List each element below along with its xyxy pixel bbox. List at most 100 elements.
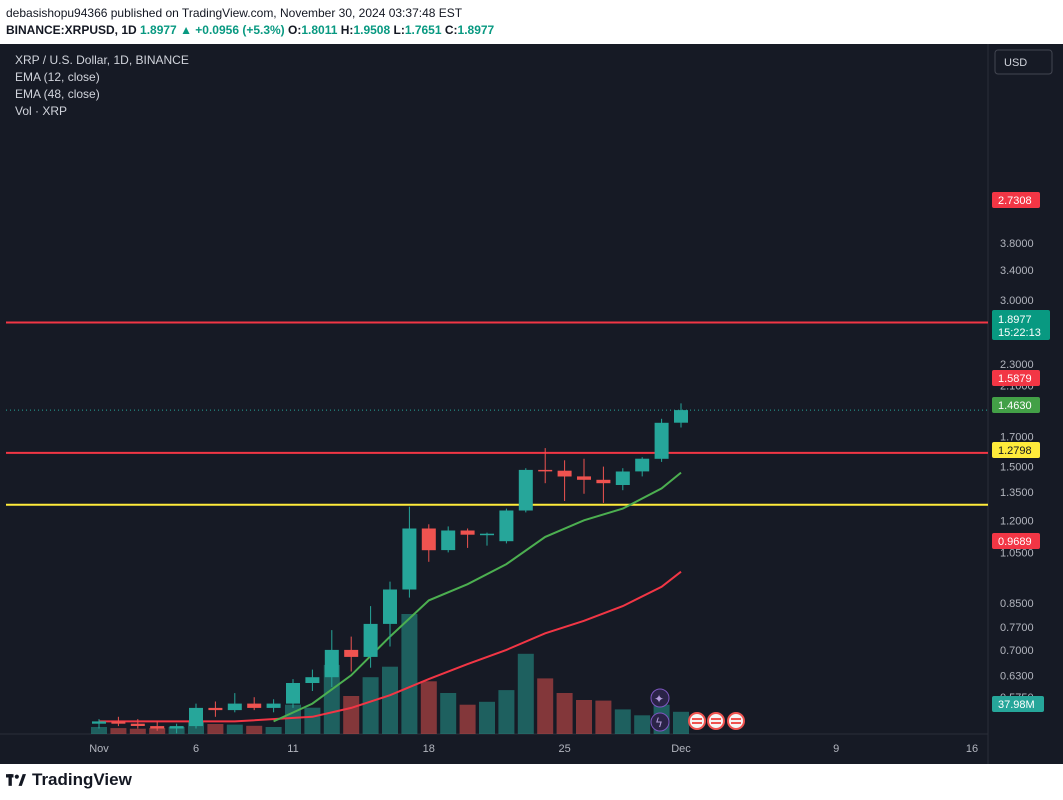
volume-bar <box>265 727 282 734</box>
time-axis-label: Dec <box>671 743 691 755</box>
ema48-line[interactable] <box>99 570 682 723</box>
candle-body <box>344 649 359 657</box>
candle[interactable] <box>674 403 688 428</box>
svg-text:✦: ✦ <box>654 692 664 706</box>
volume-bar <box>149 728 166 734</box>
candle[interactable] <box>383 581 397 647</box>
candle[interactable] <box>596 466 611 503</box>
legend-ema12[interactable]: EMA (12, close) <box>15 70 100 84</box>
candle[interactable] <box>169 723 184 734</box>
volume-bar <box>343 696 360 734</box>
candle-body <box>557 470 572 477</box>
candle-body <box>460 530 475 535</box>
candle-body <box>635 458 650 472</box>
time-axis-label: 25 <box>558 743 570 755</box>
candle[interactable] <box>460 528 475 548</box>
ema12-line[interactable] <box>273 471 682 723</box>
price-axis-label: 3.8000 <box>1000 238 1034 250</box>
chart-markers[interactable]: ✦ ϟ <box>650 688 745 732</box>
volume-bar <box>304 707 321 734</box>
symbol-ohlc-line: BINANCE:XRPUSD, 1D 1.8977 ▲ +0.0956 (+5.… <box>6 23 494 37</box>
ema-lines <box>99 471 682 723</box>
price-chart[interactable]: 3.80003.40003.00002.60002.30002.10001.70… <box>0 44 1063 764</box>
volume-bar <box>537 678 554 734</box>
volume-bar <box>129 728 146 734</box>
candle[interactable] <box>344 636 359 672</box>
candle[interactable] <box>286 679 300 708</box>
candle[interactable] <box>441 526 456 553</box>
candle[interactable] <box>324 630 339 687</box>
candle-body <box>441 530 456 551</box>
candle-body <box>324 649 339 678</box>
horizontal-lines <box>6 321 988 506</box>
svg-text:ϟ: ϟ <box>655 716 663 730</box>
sparkle-icon[interactable]: ✦ <box>650 688 670 708</box>
candle[interactable] <box>402 506 417 598</box>
candle-body <box>499 510 514 542</box>
candle[interactable] <box>266 699 281 713</box>
candle[interactable] <box>150 721 165 731</box>
candle-body <box>538 469 553 472</box>
price-axis: 3.80003.40003.00002.60002.30002.10001.70… <box>1000 238 1034 704</box>
candle-body <box>150 726 165 729</box>
candle[interactable] <box>92 719 106 729</box>
badge-support-mid: 1.5879 <box>992 370 1040 386</box>
candle-body <box>305 677 320 683</box>
candle-body <box>169 726 184 729</box>
candle[interactable] <box>305 669 320 691</box>
candle[interactable] <box>227 693 242 713</box>
volume-bar <box>634 715 651 734</box>
badge-volume-text: 37.98M <box>998 699 1035 711</box>
candle[interactable] <box>538 448 553 484</box>
candle[interactable] <box>111 716 126 727</box>
volume-bar <box>556 693 573 734</box>
time-axis-label: 11 <box>287 743 298 755</box>
candle[interactable] <box>499 508 514 544</box>
candle[interactable] <box>654 418 669 462</box>
close-label: C: <box>444 23 458 37</box>
candle[interactable] <box>189 703 203 729</box>
volume-bars <box>91 614 689 734</box>
volume-bar <box>517 653 534 734</box>
candle-body <box>421 528 436 551</box>
candle-body <box>111 721 126 724</box>
badge-ema48: 0.9689 <box>992 533 1040 549</box>
candle[interactable] <box>247 697 262 711</box>
candle-body <box>286 683 300 704</box>
candle[interactable] <box>130 719 145 729</box>
volume-bar <box>226 724 243 734</box>
volume-bar <box>401 614 418 734</box>
legend-volume[interactable]: Vol · XRP <box>15 104 67 118</box>
us-flag-event-icon[interactable] <box>688 712 706 730</box>
candle-body <box>402 528 417 590</box>
legend-title: XRP / U.S. Dollar, 1D, BINANCE <box>15 53 189 67</box>
candle[interactable] <box>518 468 533 513</box>
price-change: 1.8977 ▲ +0.0956 (+5.3%) <box>140 23 285 37</box>
currency-button[interactable]: USD <box>994 49 1053 75</box>
candle[interactable] <box>421 524 436 562</box>
candle-body <box>577 476 591 480</box>
candle-body <box>674 410 688 423</box>
candle[interactable] <box>480 532 494 546</box>
legend-ema48[interactable]: EMA (48, close) <box>15 87 100 101</box>
volume-bar <box>362 677 379 734</box>
candle[interactable] <box>208 701 223 717</box>
open-value: 1.8011 <box>301 23 338 37</box>
price-axis-label: 1.7000 <box>1000 432 1034 444</box>
low-value: 1.7651 <box>404 23 442 37</box>
us-flag-event-icon[interactable] <box>727 712 745 730</box>
us-flag-event-icon[interactable] <box>707 712 725 730</box>
time-axis-label: Nov <box>89 743 109 755</box>
candle[interactable] <box>363 606 378 668</box>
badge-volume: 37.98M <box>992 696 1044 712</box>
candle[interactable] <box>557 460 572 501</box>
candle[interactable] <box>635 457 650 477</box>
candle[interactable] <box>577 458 591 494</box>
tradingview-logo[interactable]: TradingView <box>6 770 132 790</box>
volume-bar <box>323 664 340 734</box>
lightning-icon[interactable]: ϟ <box>650 712 670 732</box>
price-axis-label: 1.0500 <box>1000 547 1034 559</box>
candle[interactable] <box>615 468 630 491</box>
price-axis-label: 0.7700 <box>1000 622 1034 634</box>
